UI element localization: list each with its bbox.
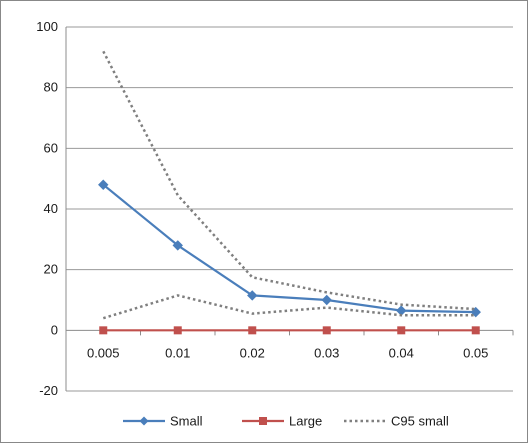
legend-label: Small <box>170 414 203 429</box>
legend-label: C95 small <box>391 414 449 429</box>
series-line <box>102 183 476 314</box>
y-tick-label: 80 <box>44 80 58 95</box>
data-point <box>397 326 406 335</box>
x-tick-label: 0.04 <box>389 345 414 360</box>
series-line <box>102 294 476 320</box>
gridlines <box>66 26 513 392</box>
data-point <box>321 294 332 306</box>
series-line <box>102 50 476 311</box>
y-tick-label: 60 <box>44 140 58 155</box>
x-tick-label: 0.03 <box>314 345 339 360</box>
data-point <box>173 326 182 335</box>
y-tick-labels: -20 0 20 40 60 80 100 <box>36 19 58 398</box>
x-tick-labels: 0.005 0.01 0.02 0.03 0.04 0.05 <box>87 345 488 360</box>
legend-label: Large <box>289 414 322 429</box>
y-tick-label: 0 <box>51 322 58 337</box>
data-point <box>99 326 108 335</box>
data-point <box>322 326 331 335</box>
y-tick-label: 20 <box>44 262 58 277</box>
series-layer <box>98 50 481 335</box>
x-tick-label: 0.05 <box>463 345 488 360</box>
data-point <box>248 326 257 335</box>
data-point <box>396 305 407 316</box>
data-point <box>172 240 183 251</box>
data-point <box>98 179 109 190</box>
y-tick-label: -20 <box>39 383 58 398</box>
y-tick-label: 40 <box>44 201 58 216</box>
x-tick-label: 0.01 <box>165 345 190 360</box>
legend: Small Large C95 small <box>123 414 449 429</box>
x-tick-label: 0.02 <box>240 345 265 360</box>
x-tick-label: 0.005 <box>87 345 120 360</box>
y-tick-label: 100 <box>36 19 58 34</box>
data-point <box>247 290 258 301</box>
data-point <box>471 326 480 335</box>
legend-marker <box>139 416 149 426</box>
legend-marker <box>259 417 267 425</box>
